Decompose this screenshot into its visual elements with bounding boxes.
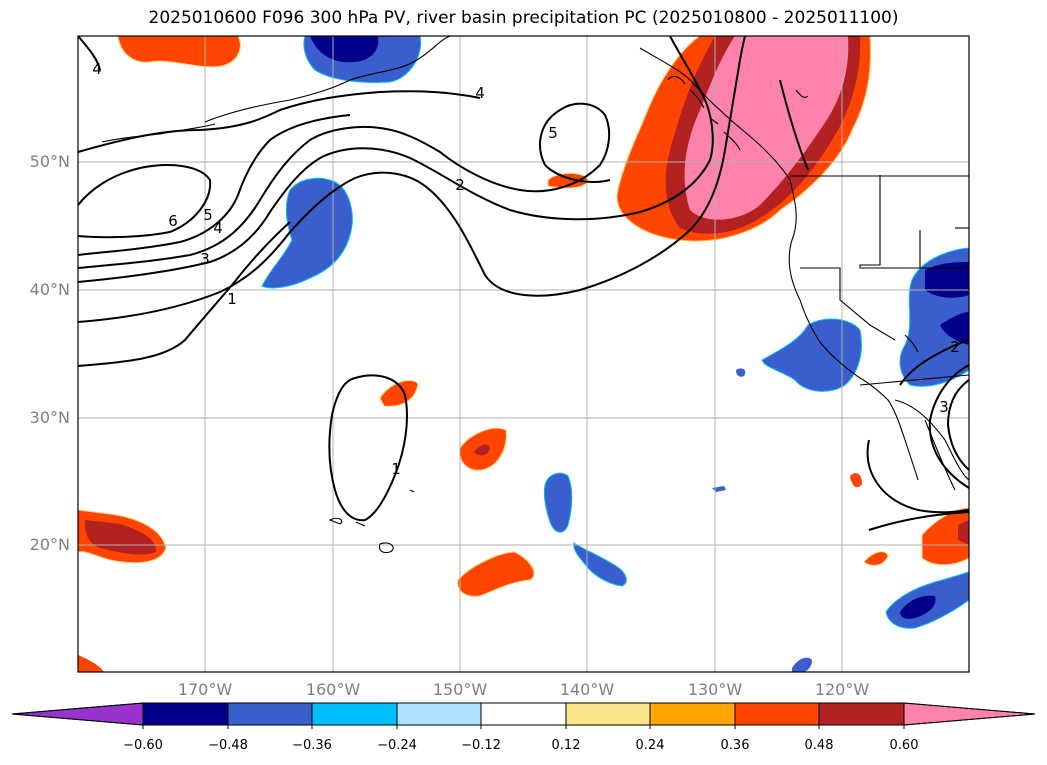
colorbar-swatch xyxy=(11,702,144,726)
lat-label: 20°N xyxy=(29,535,70,554)
colorbar-tick-label: 0.12 xyxy=(551,738,581,753)
lon-label: 140°W xyxy=(559,680,615,699)
precip-negative-shading xyxy=(261,35,970,672)
contour-label: 1 xyxy=(391,460,401,478)
colorbar-tick-label: −0.12 xyxy=(461,738,501,753)
contour-label: 4 xyxy=(92,60,102,78)
colorbar-swatch xyxy=(142,702,229,726)
contour-labels: 4 4 5 2 6 5 4 3 1 1 2 3 xyxy=(92,60,960,478)
contour-label: 2 xyxy=(455,176,465,194)
colorbar-tick-label: −0.48 xyxy=(208,738,248,753)
precip-positive-shading xyxy=(77,35,970,672)
colorbar-swatch xyxy=(396,702,482,726)
contour-label: 1 xyxy=(227,290,237,308)
colorbar-swatch xyxy=(227,702,313,726)
contour-label: 3 xyxy=(939,398,949,416)
lon-label: 170°W xyxy=(177,680,233,699)
lat-label: 30°N xyxy=(29,408,70,427)
contour-label: 3 xyxy=(200,250,210,268)
lon-label: 120°W xyxy=(814,680,870,699)
colorbar-tick-label: 0.48 xyxy=(804,738,834,753)
figure-title: 2025010600 F096 300 hPa PV, river basin … xyxy=(148,8,899,28)
lon-label: 130°W xyxy=(687,680,743,699)
contour-label: 6 xyxy=(168,212,178,230)
colorbar-swatch xyxy=(903,702,1036,726)
plot-frame xyxy=(77,35,970,673)
colorbar xyxy=(11,702,1036,729)
contour-label: 4 xyxy=(475,84,485,102)
lon-label: 150°W xyxy=(432,680,488,699)
colorbar-swatch xyxy=(480,702,567,726)
contour-label: 5 xyxy=(548,124,558,142)
contour-label: 2 xyxy=(950,338,960,356)
colorbar-tick-label: −0.36 xyxy=(292,738,332,753)
colorbar-tick-label: 0.36 xyxy=(720,738,750,753)
colorbar-tick-label: 0.60 xyxy=(889,738,919,753)
colorbar-tick-label: −0.60 xyxy=(123,738,163,753)
colorbar-swatch xyxy=(311,702,398,726)
lon-label: 160°W xyxy=(305,680,361,699)
lat-label: 40°N xyxy=(29,280,70,299)
colorbar-tick-label: 0.24 xyxy=(635,738,665,753)
colorbar-swatch xyxy=(734,702,820,726)
colorbar-swatch xyxy=(565,702,651,726)
pv-contours xyxy=(77,35,970,531)
contour-label: 4 xyxy=(213,219,223,237)
colorbar-swatch xyxy=(818,702,905,726)
lat-label: 50°N xyxy=(29,152,70,171)
colorbar-swatch xyxy=(649,702,736,726)
contour-label: 5 xyxy=(203,206,213,224)
colorbar-tick-label: −0.24 xyxy=(377,738,417,753)
